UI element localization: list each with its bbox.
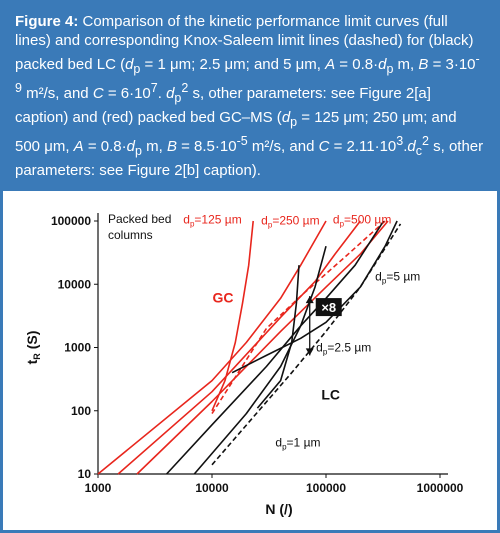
- factor-arrow-head-up: [305, 296, 314, 304]
- x-tick-label: 1000: [85, 481, 112, 495]
- x-tick-label: 100000: [306, 481, 346, 495]
- lc-performance-curve: [256, 265, 300, 409]
- series-lines: [97, 220, 402, 475]
- curve-labels: dp=125 µm dp=250 µm dp=500 µm dp=5 µm dp=2.5…: [183, 212, 420, 451]
- x-tick-label: 1000000: [417, 481, 464, 495]
- tick-labels: 1000 10000 100000 1000000 10 100 1000 10000 1000…: [51, 214, 464, 495]
- y-tick-label: 10000: [58, 277, 92, 291]
- curve-label: dp=500 µm: [333, 212, 391, 228]
- y-tick-label: 10: [78, 467, 92, 481]
- factor-arrow-head-down: [305, 348, 314, 356]
- curve-label: dp=250 µm: [261, 214, 319, 230]
- factor-label: ×8: [321, 300, 336, 315]
- region-label: GC: [213, 289, 234, 305]
- legend-text-line1: Packed bed: [108, 212, 171, 226]
- chart: 1000 10000 100000 1000000 10 100 1000 10000 1000…: [24, 212, 464, 517]
- curve-label: dp=2.5 µm: [316, 340, 371, 356]
- curve-label: dp=5 µm: [375, 269, 420, 285]
- caption-text: Comparison of the kinetic performance li…: [15, 13, 474, 73]
- y-axis-label: tR (S): [24, 331, 42, 365]
- lc-performance-curve: [231, 220, 398, 374]
- gc-performance-curve: [211, 220, 254, 412]
- curve-label: dp=125 µm: [183, 212, 241, 228]
- region-label-box: [206, 285, 241, 310]
- x-axis-label: N (/): [265, 501, 292, 517]
- figure-caption: Figure 4: Comparison of the kinetic perf…: [3, 3, 497, 191]
- x-tick-label: 10000: [195, 481, 229, 495]
- gc-dashed-limit-line: [211, 220, 386, 415]
- y-tick-label: 1000: [64, 341, 91, 355]
- axes: [94, 213, 448, 478]
- curve-label: dp=1 µm: [275, 436, 320, 452]
- region-label-box: [313, 382, 348, 407]
- y-tick-label: 100: [71, 404, 91, 418]
- lc-dashed-limit-line: [211, 223, 402, 466]
- gc-performance-curve: [97, 220, 327, 475]
- factor-box: [315, 298, 342, 317]
- region-label: LC: [321, 387, 340, 403]
- caption-label: Figure 4:: [15, 13, 79, 30]
- y-tick-label: 100000: [51, 214, 91, 228]
- legend-text-line2: columns: [108, 228, 153, 242]
- gc-performance-curve: [117, 220, 361, 475]
